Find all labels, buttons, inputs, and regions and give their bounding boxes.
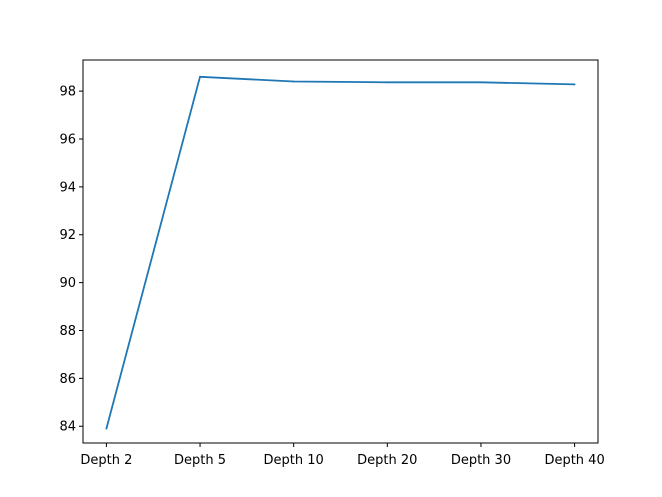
series-line [105, 75, 575, 429]
y-tick-label: 90 [59, 276, 76, 291]
y-axis: 84 86 88 90 92 94 96 98 [59, 85, 83, 435]
y-tick-label: 92 [59, 228, 76, 243]
y-tick-label: 88 [59, 324, 76, 339]
data-points [105, 75, 576, 430]
x-tick-label: Depth 20 [357, 453, 417, 468]
data-point [386, 81, 389, 84]
x-axis: Depth 2 Depth 5 Depth 10 Depth 20 Depth 30 De… [80, 443, 605, 468]
x-tick-label: Depth 2 [80, 453, 132, 468]
data-point [292, 80, 295, 83]
x-tick-label: Depth 40 [544, 453, 604, 468]
data-point [105, 427, 108, 430]
y-tick-label: 84 [59, 420, 76, 435]
y-tick-label: 86 [59, 372, 76, 387]
x-tick-label: Depth 30 [451, 453, 511, 468]
x-tick-label: Depth 5 [174, 453, 226, 468]
data-point [573, 83, 576, 86]
y-tick-label: 96 [59, 132, 76, 147]
data-point [480, 81, 482, 84]
x-tick-label: Depth 10 [264, 453, 324, 468]
y-tick-label: 98 [59, 85, 76, 100]
data-point [199, 75, 201, 78]
y-tick-label: 94 [59, 180, 76, 195]
plot-frame [82, 59, 599, 444]
